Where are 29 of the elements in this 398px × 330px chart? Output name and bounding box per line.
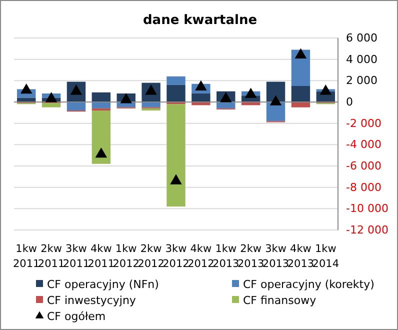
x-tick-label: 1kw 2011: [12, 243, 40, 270]
y-tick-label: 4 000: [346, 52, 378, 66]
x-tick-label: 2kw 2012: [138, 243, 164, 270]
x-tick-label: 1kw 2012: [112, 243, 140, 270]
legend-label: CF operacyjny (NFn): [47, 278, 159, 291]
x-tick-label: 4kw 2012: [188, 243, 214, 270]
legend-label: CF finansowy: [243, 294, 317, 307]
y-tick-label: 0: [346, 96, 353, 109]
x-tick-label: 3kw 2013: [262, 243, 290, 270]
x-tick-label: 3kw 2012: [162, 243, 190, 270]
y-tick-label: -6 000: [346, 160, 382, 173]
x-tick-label: 4kw 2011: [88, 243, 115, 270]
y-tick-label: -10 000: [346, 202, 388, 216]
x-tick-label: 3kw 2011: [62, 243, 90, 270]
x-tick-label: 2kw 2011: [38, 243, 65, 270]
x-tick-label: 1kw 2013: [212, 243, 240, 270]
x-tick-label: 4kw 2013: [287, 243, 314, 270]
chart-title: dane kwartalne: [142, 13, 258, 28]
y-tick-label: 6 000: [346, 32, 378, 45]
y-tick-label: -8 000: [346, 180, 382, 194]
x-tick-label: 2kw 2013: [237, 243, 264, 270]
y-tick-label: -4 000: [346, 138, 382, 152]
y-tick-label: -2 000: [346, 116, 382, 130]
legend-label: CF operacyjny (korekty): [243, 278, 374, 291]
legend-label: CF inwestycyjny: [47, 294, 136, 307]
x-tick-label: 1kw 2014: [312, 243, 340, 270]
y-tick-label: 2 000: [346, 74, 378, 88]
y-tick-label: -12 000: [346, 224, 388, 237]
legend-label: CF ogółem: [47, 310, 106, 323]
